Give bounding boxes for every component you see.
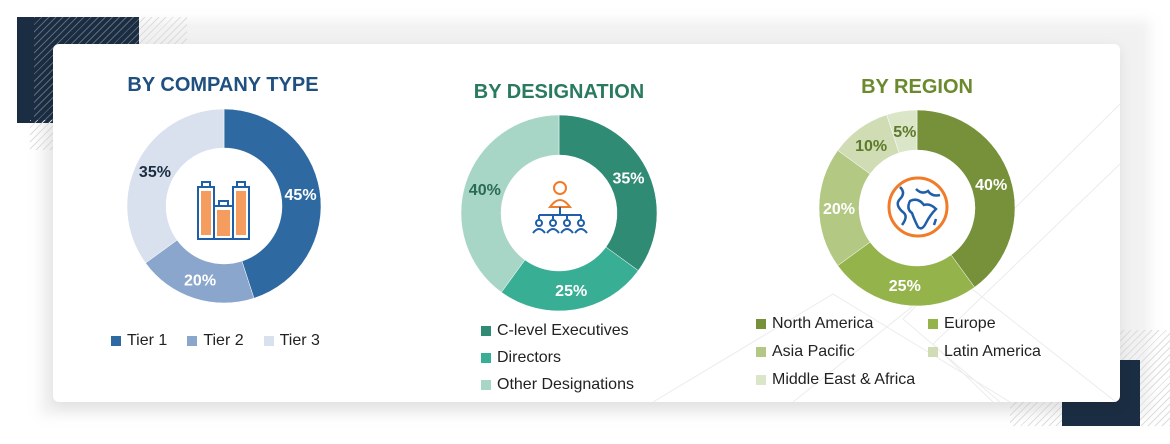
infographic-card: BY COMPANY TYPE BY DESIGNATION BY REGION… — [53, 44, 1120, 402]
data-label: 5% — [893, 124, 916, 141]
donut-slice-middle-east-africa — [886, 109, 918, 154]
legend-item-europe: Europe — [928, 310, 1098, 338]
donut-slice-c-level-executives — [558, 114, 658, 271]
legend-label: Directors — [497, 349, 562, 366]
data-label: 35% — [139, 164, 171, 181]
donut-slice-north-america — [916, 109, 1016, 288]
donut-slice-tier-1 — [223, 108, 322, 299]
legend-label: C-level Executives — [497, 322, 629, 339]
donut-slice-europe — [837, 241, 975, 307]
legend-label: Asia Pacific — [772, 343, 855, 360]
legend: North America Europe Asia Pacific Latin … — [756, 310, 1098, 394]
legend-swatch — [481, 352, 491, 363]
chart-title: BY COMPANY TYPE — [127, 74, 319, 96]
chart-title: BY DESIGNATION — [473, 81, 645, 103]
legend-item-directors: Directors — [481, 344, 634, 371]
org-hierarchy-icon — [532, 181, 588, 234]
legend-label: Latin America — [944, 343, 1041, 360]
legend-item-latin-america: Latin America — [928, 338, 1098, 366]
legend-item-asia-pacific: Asia Pacific — [756, 338, 928, 366]
buildings-icon — [197, 181, 250, 240]
chart-title: BY REGION — [861, 76, 973, 98]
legend-item-middle-east-africa: Middle East & Africa — [756, 366, 928, 394]
legend: C-level Executives Directors Other Desig… — [481, 317, 634, 398]
legend-label: North America — [772, 315, 874, 332]
legend-swatch — [928, 347, 938, 357]
legend-swatch — [756, 375, 766, 385]
data-label: 25% — [889, 278, 921, 295]
donut-slice-tier-3 — [126, 108, 225, 264]
data-label: 40% — [469, 182, 501, 199]
legend-label: Middle East & Africa — [772, 371, 916, 388]
legend-swatch — [263, 336, 274, 346]
donut-slice-directors — [501, 246, 639, 312]
data-label: 20% — [823, 201, 855, 218]
legend-item-tier-2: Tier 2 — [187, 332, 244, 350]
globe-icon — [887, 176, 949, 238]
data-label: 10% — [855, 138, 887, 155]
legend-label: Tier 1 — [127, 332, 168, 349]
legend-swatch — [756, 347, 766, 357]
legend-swatch — [187, 336, 198, 346]
donut-slice-other-designations — [460, 114, 560, 293]
legend-item-tier-3: Tier 3 — [263, 332, 320, 350]
data-label: 20% — [184, 273, 216, 290]
legend-label: Other Designations — [497, 376, 634, 393]
legend-label: Tier 3 — [279, 332, 320, 349]
legend-item-other: Other Designations — [481, 371, 634, 398]
legend-item-c-level: C-level Executives — [481, 317, 634, 344]
legend-item-north-america: North America — [756, 310, 928, 338]
data-label: 40% — [975, 177, 1007, 194]
legend-swatch — [111, 336, 121, 346]
data-label: 35% — [612, 171, 644, 188]
legend-item-tier-1: Tier 1 — [111, 332, 167, 350]
legend-swatch — [481, 325, 491, 336]
data-label: 45% — [285, 187, 317, 204]
hatch-decoration — [30, 120, 55, 150]
data-label: 25% — [555, 283, 587, 300]
legend-swatch — [928, 319, 938, 329]
legend-swatch — [756, 319, 766, 329]
donut-charts: 45% 20% 35% 35% 25% 40% 40% 25% 20% 10% 5% — [126, 108, 1016, 312]
legend: Tier 1 Tier 2 Tier 3 — [111, 332, 320, 350]
legend-label: Europe — [944, 315, 996, 332]
legend-label: Tier 2 — [203, 332, 244, 349]
legend-swatch — [481, 379, 491, 390]
